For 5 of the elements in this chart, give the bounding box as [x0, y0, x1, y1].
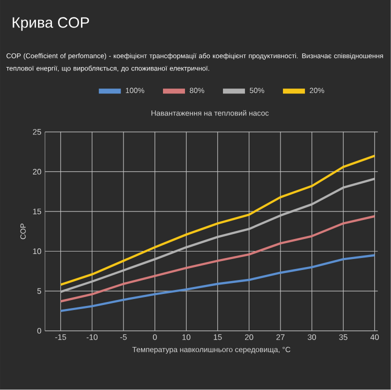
line-series [60, 178, 376, 294]
line-series [60, 215, 376, 303]
chart-title: Крива COP [12, 17, 89, 31]
line-series [60, 154, 376, 286]
line-series [60, 254, 376, 312]
